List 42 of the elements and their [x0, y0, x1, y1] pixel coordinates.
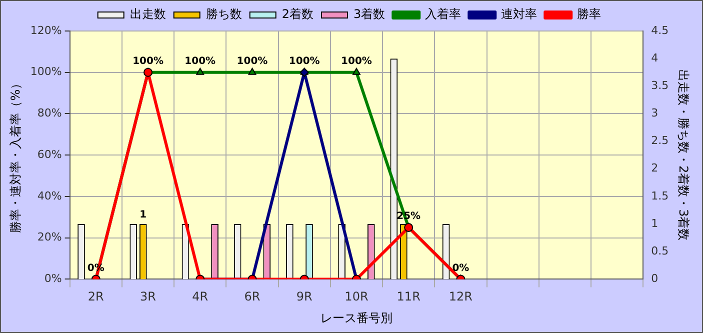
y-tick-label: 80% [37, 106, 62, 120]
x-tick-label: 10R [344, 290, 368, 304]
x-axis-title: レース番号別 [320, 310, 392, 325]
x-tick-label: 12R [448, 290, 473, 304]
y-tick-label: 0% [44, 272, 62, 286]
y2-tick-label: 3.5 [651, 79, 669, 92]
y-axis-title: 勝率・連対率・入着率（%） [8, 77, 22, 233]
legend-label: 勝率 [577, 7, 602, 22]
x-tick-label: 11R [396, 290, 420, 304]
x-tick-label: 4R [192, 290, 208, 304]
legend-label: 2着数 [282, 7, 314, 22]
x-tick-label: 9R [296, 290, 312, 304]
data-label: 100% [184, 56, 216, 67]
y2-tick-label: 0.5 [651, 244, 669, 258]
legend-label: 出走数 [130, 7, 166, 22]
y2-tick-label: 0 [651, 272, 658, 286]
legend-label: 入着率 [425, 7, 462, 22]
y-tick-label: 20% [37, 230, 62, 244]
legend-label: 3着数 [354, 7, 386, 22]
legend-label: 勝ち数 [206, 7, 242, 22]
data-label: 100% [341, 56, 372, 67]
y-tick-label: 120% [30, 24, 62, 37]
y2-axis-title: 出走数・勝ち数・2着数・3着数 [676, 69, 691, 241]
data-label: 1 [140, 210, 147, 221]
y2-tick-label: 3 [651, 106, 658, 120]
y2-tick-label: 4 [651, 51, 658, 64]
y2-tick-label: 1 [651, 216, 658, 230]
y-tick-label: 100% [30, 65, 62, 78]
x-tick-label: 2R [88, 290, 104, 304]
x-tick-label: 6R [244, 290, 260, 304]
y-tick-label: 60% [37, 148, 62, 161]
data-label: 100% [288, 56, 320, 67]
y-tick-label: 40% [37, 189, 62, 202]
y2-tick-label: 1.5 [651, 189, 669, 202]
legend-label: 連対率 [501, 7, 538, 22]
data-label: 100% [132, 56, 164, 67]
x-tick-label: 3R [140, 290, 156, 304]
y2-tick-label: 4.5 [651, 24, 669, 37]
data-label: 0% [452, 262, 470, 274]
y2-tick-label: 2 [651, 162, 658, 175]
data-label: 100% [236, 56, 268, 67]
y2-tick-label: 2.5 [651, 134, 669, 148]
